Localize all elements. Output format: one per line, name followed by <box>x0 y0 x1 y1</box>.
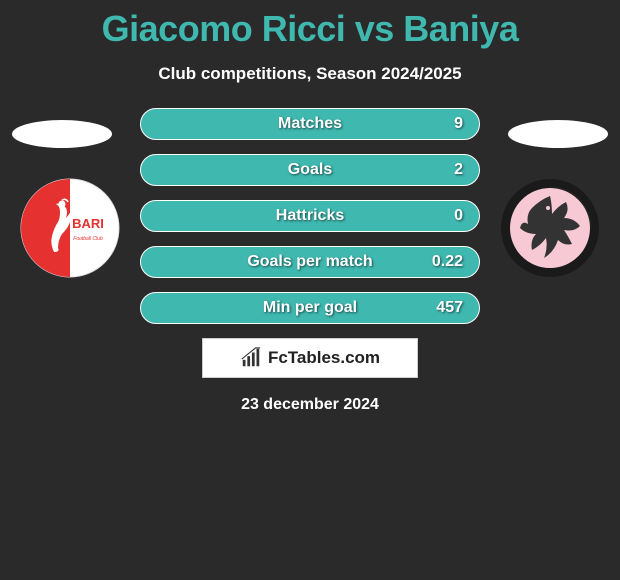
svg-text:BARI: BARI <box>72 216 104 231</box>
stat-row: Hattricks 0 <box>140 200 480 232</box>
stat-value-right: 0.22 <box>432 253 463 271</box>
stat-label: Goals per match <box>247 253 372 271</box>
stat-row: Goals 2 <box>140 154 480 186</box>
stat-value-right: 9 <box>454 115 463 133</box>
stat-label: Goals <box>288 161 332 179</box>
palermo-badge-icon <box>500 178 600 278</box>
chart-icon <box>240 347 262 369</box>
date-text: 23 december 2024 <box>0 396 620 414</box>
stat-label: Hattricks <box>276 207 344 225</box>
stat-value-right: 0 <box>454 207 463 225</box>
svg-text:Football Club: Football Club <box>73 236 103 242</box>
subtitle: Club competitions, Season 2024/2025 <box>0 64 620 84</box>
stats-list: Matches 9 Goals 2 Hattricks 0 Goals per … <box>140 108 480 324</box>
left-ellipse-decor <box>12 120 112 148</box>
stat-label: Min per goal <box>263 299 357 317</box>
comparison-panel: BARI Football Club Matches 9 Goals 2 Hat… <box>0 108 620 414</box>
page-title: Giacomo Ricci vs Baniya <box>0 0 620 50</box>
right-team-badge <box>500 178 600 278</box>
stat-label: Matches <box>278 115 342 133</box>
right-ellipse-decor <box>508 120 608 148</box>
brand-box[interactable]: FcTables.com <box>202 338 418 378</box>
left-team-badge: BARI Football Club <box>20 178 120 278</box>
bari-badge-icon: BARI Football Club <box>20 178 120 278</box>
stat-value-right: 2 <box>454 161 463 179</box>
stat-value-right: 457 <box>436 299 463 317</box>
brand-name: FcTables.com <box>268 348 380 368</box>
stat-row: Matches 9 <box>140 108 480 140</box>
stat-row: Goals per match 0.22 <box>140 246 480 278</box>
stat-row: Min per goal 457 <box>140 292 480 324</box>
